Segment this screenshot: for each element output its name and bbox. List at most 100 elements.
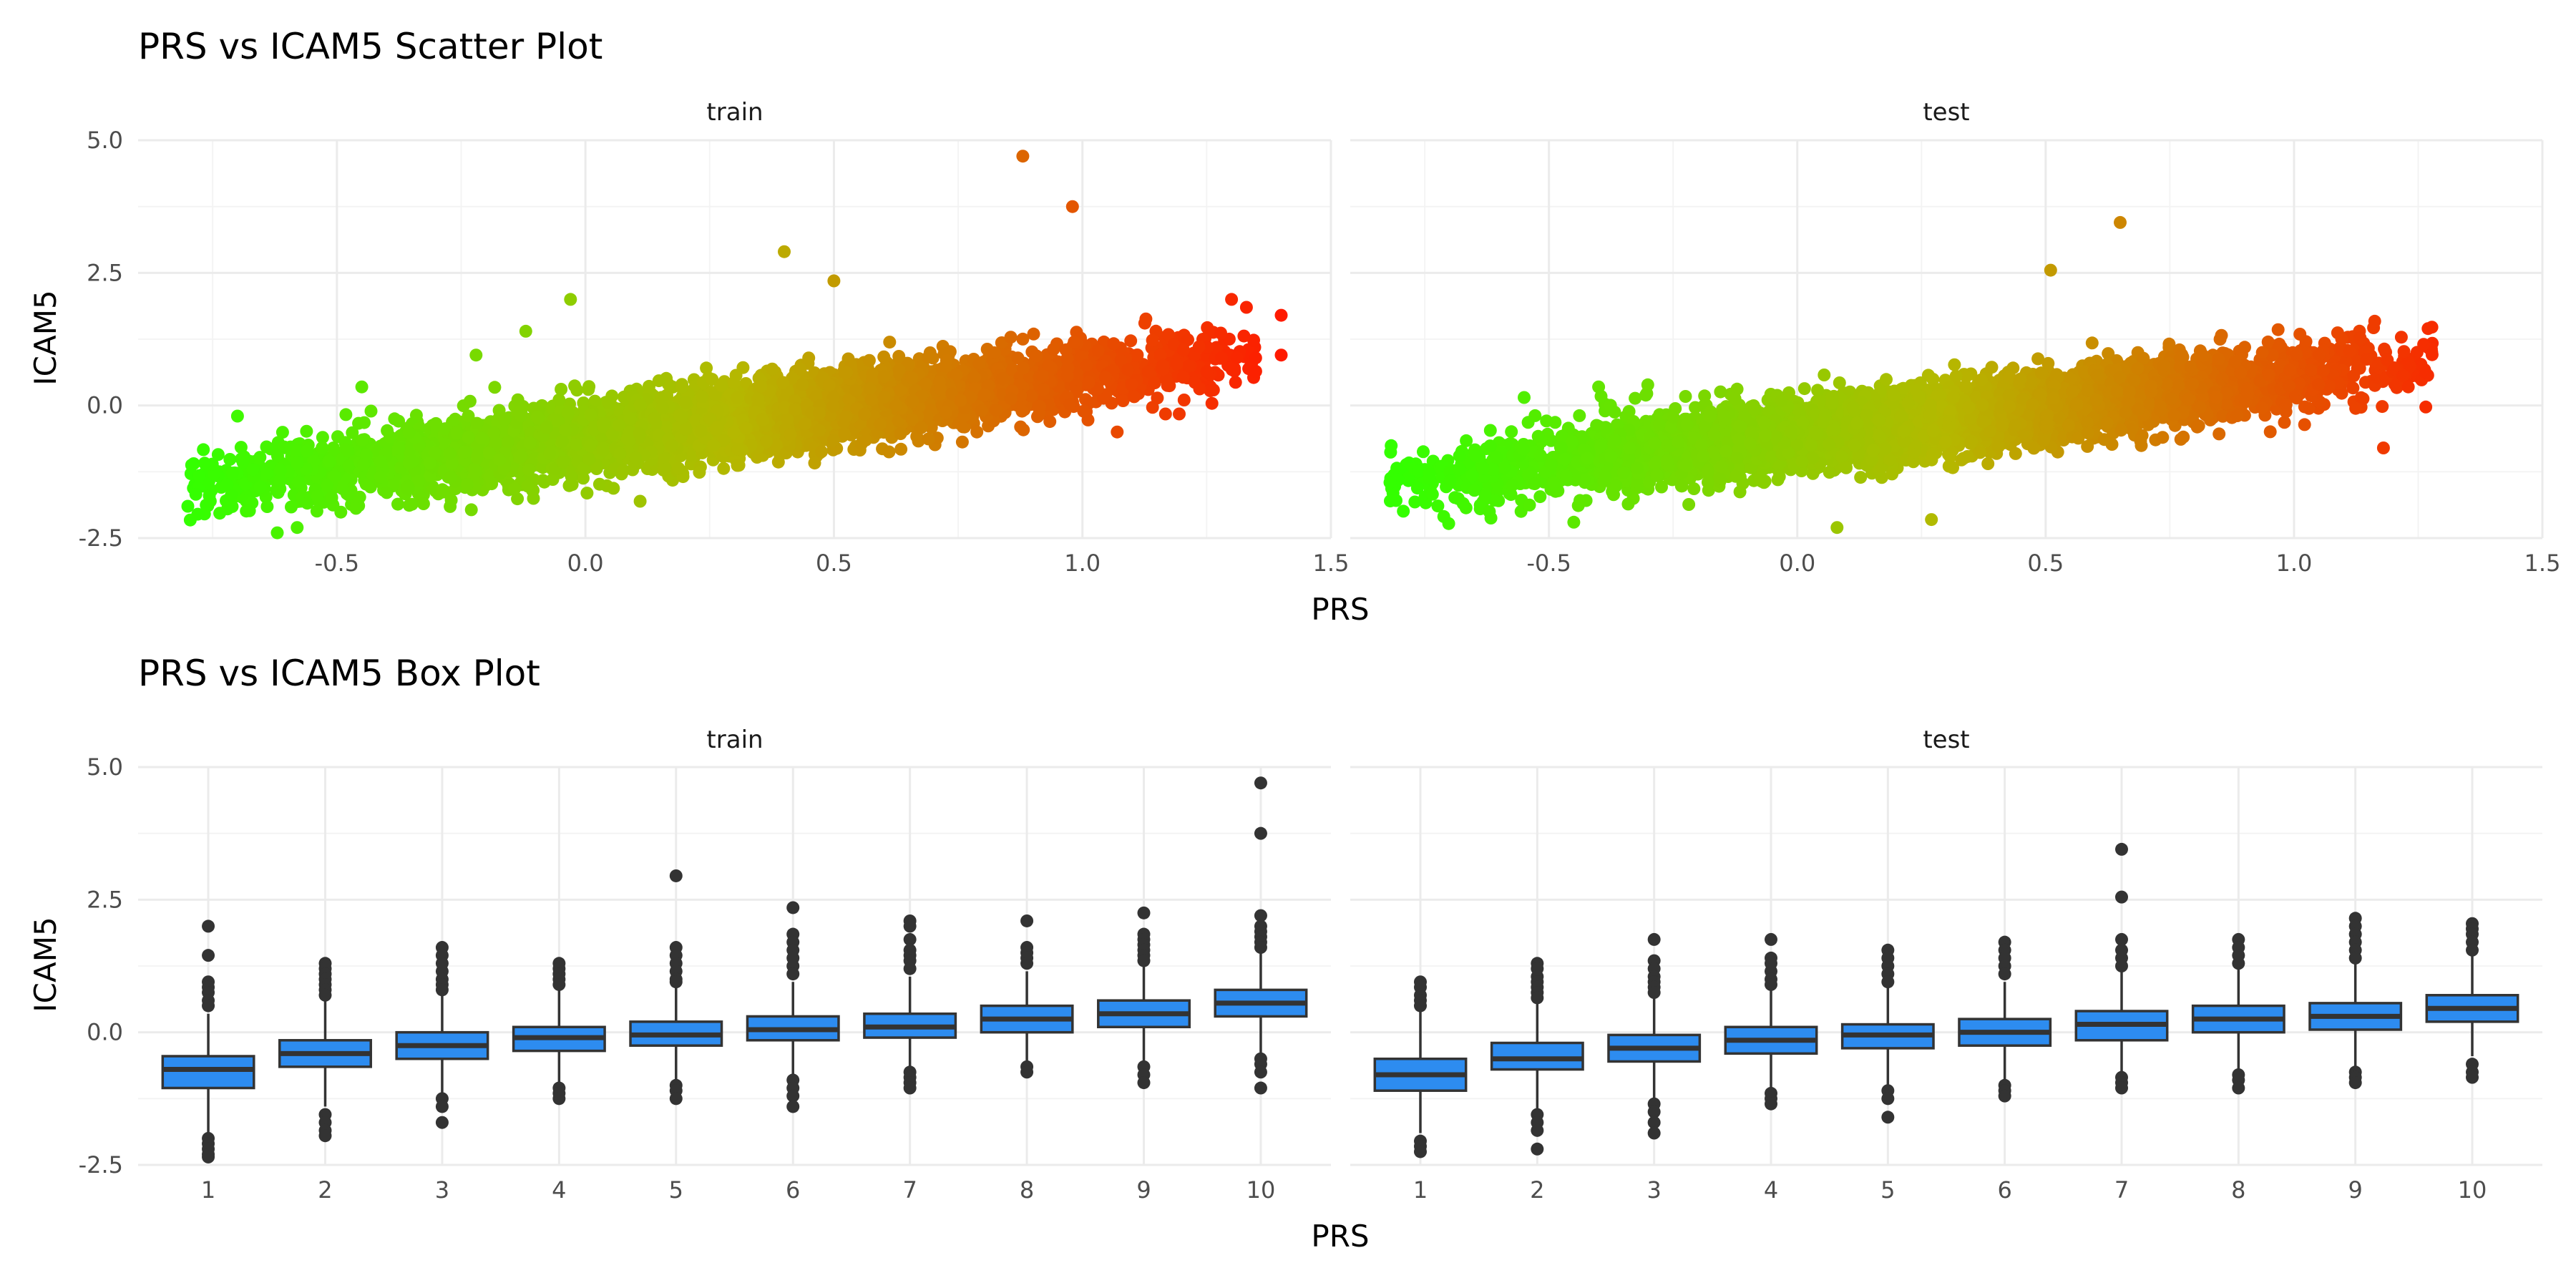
scatter-point [521,479,535,493]
scatter-point [892,350,906,363]
scatter-point [1158,407,1172,421]
scatter-point [840,366,853,379]
scatter-plot-title: PRS vs ICAM5 Scatter Plot [138,26,602,67]
scatter-point [1107,337,1121,351]
scatter-point [463,394,477,408]
scatter-point [356,433,369,447]
x-tick-label: 1.0 [1064,550,1101,577]
scatter-point [1063,397,1077,411]
scatter-point [731,459,744,472]
scatter-point [1116,394,1130,407]
x-tick-label: 0.5 [816,550,852,577]
scatter-point [582,383,595,396]
box-y-axis-title: ICAM5 [28,917,63,1012]
scatter-point [1030,349,1043,363]
scatter-point [802,351,816,365]
scatter-point [1131,348,1144,361]
scatter-point [511,393,525,406]
scatter-point [1193,382,1206,396]
scatter-point [1177,394,1191,406]
scatter-point [894,427,907,441]
y-tick-label: -2.5 [79,525,123,552]
scatter-point [235,452,248,466]
scatter-point [1228,361,1241,375]
scatter-point [990,404,1003,417]
scatter-point [275,426,289,439]
scatter-point [243,504,256,517]
y-tick-label: 5.0 [87,127,123,154]
scatter-point [1091,343,1105,357]
scatter-point [349,502,363,515]
scatter-point [285,500,298,514]
scatter-point [405,497,419,511]
scatter-point [1043,415,1057,429]
scatter-point [580,487,594,500]
scatter-point [356,458,370,472]
scatter-point [1249,351,1262,365]
scatter-point [292,475,306,489]
scatter-point [198,457,211,470]
scatter-point [672,462,686,475]
scatter-point [565,470,578,484]
scatter-point [260,500,274,513]
scatter-point [729,369,743,382]
scatter-point [464,503,478,517]
x-tick-label: -0.5 [315,550,359,577]
scatter-point [570,384,584,397]
scatter-point [203,494,217,508]
scatter-point [220,478,233,492]
scatter-point [1229,376,1242,389]
scatter-point [443,447,457,460]
scatter-point [300,444,313,458]
scatter-point [384,430,397,444]
scatter-point [339,408,353,421]
box-plot-title: PRS vs ICAM5 Box Plot [138,653,540,694]
scatter-point [892,364,906,376]
scatter-point [498,413,512,426]
scatter-point [514,409,528,423]
scatter-point [967,371,981,384]
scatter-point [380,486,394,499]
scatter-point [1205,396,1219,410]
scatter-point [1200,365,1214,379]
scatter-point [922,432,935,446]
scatter-point [808,457,821,470]
scatter-point [253,480,267,494]
scatter-point [388,412,401,426]
scatter-point [488,381,502,394]
scatter-point [225,467,239,480]
scatter-point [877,350,891,364]
scatter-point [436,483,449,497]
scatter-strip-train: train [706,98,763,127]
scatter-point [1151,391,1164,405]
scatter-point [429,416,443,430]
scatter-point [1146,333,1159,347]
scatter-point [323,454,336,468]
scatter-point [996,372,1010,386]
scatter-panel-train: -0.5 0.0 0.5 1.0 1.5-2.50.02.55.0 [79,127,1350,577]
scatter-point [1182,359,1196,373]
scatter-point [189,487,203,501]
scatter-point [693,466,706,479]
scatter-point [401,482,414,496]
scatter-point [514,449,528,462]
y-tick-label: 2.5 [87,259,123,286]
scatter-point [955,435,969,449]
scatter-point [865,393,878,406]
scatter-point [358,416,371,429]
scatter-point [1082,376,1096,389]
scatter-point [300,424,313,438]
scatter-point [696,390,709,404]
scatter-point [336,482,349,496]
scatter-point [325,491,338,504]
scatter-point [883,336,897,349]
scatter-point [223,453,237,466]
scatter-point [1173,407,1186,421]
box-x-axis-title: PRS [1311,1219,1369,1254]
scatter-point [316,441,329,454]
scatter-point [592,477,606,491]
x-tick-label: 0.0 [567,550,604,577]
scatter-point [623,411,637,425]
scatter-point [260,467,273,480]
